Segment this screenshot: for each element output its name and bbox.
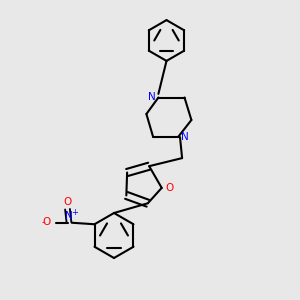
Text: N: N — [182, 132, 189, 142]
Text: +: + — [71, 208, 78, 217]
Text: O: O — [42, 217, 50, 227]
Text: O: O — [165, 183, 174, 193]
Text: N: N — [65, 211, 73, 221]
Text: N: N — [148, 92, 156, 102]
Text: -: - — [42, 217, 46, 227]
Text: O: O — [63, 197, 72, 207]
